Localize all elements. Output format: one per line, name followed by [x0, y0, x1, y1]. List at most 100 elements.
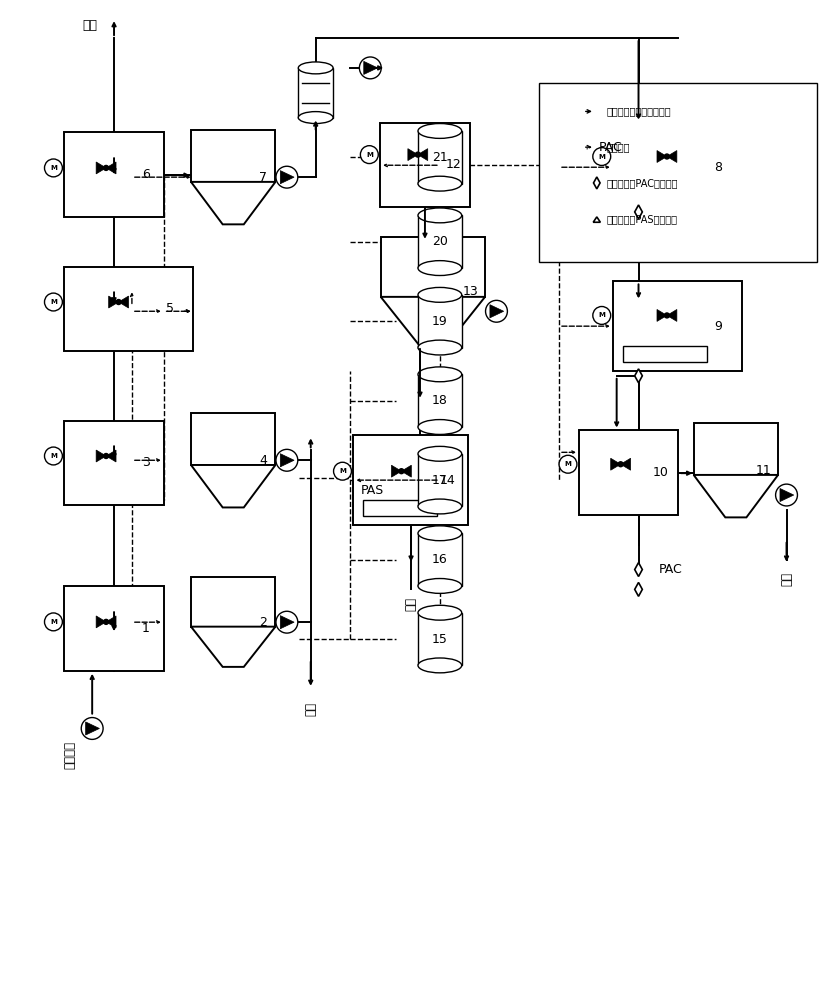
Bar [418, 533, 462, 586]
Text: 5: 5 [166, 302, 174, 315]
Polygon shape [594, 177, 600, 189]
Bar [381, 237, 485, 297]
Ellipse shape [299, 62, 333, 74]
Bar [418, 613, 462, 665]
Bar [694, 423, 778, 475]
Circle shape [618, 462, 623, 467]
Text: PAC: PAC [658, 563, 682, 576]
Polygon shape [106, 616, 116, 628]
Polygon shape [635, 582, 642, 596]
Text: 21: 21 [432, 151, 448, 164]
Polygon shape [667, 151, 677, 162]
Text: 13: 13 [463, 285, 479, 298]
Polygon shape [667, 309, 677, 321]
Ellipse shape [418, 605, 462, 620]
Polygon shape [106, 162, 116, 174]
Ellipse shape [418, 420, 462, 434]
Text: 10: 10 [652, 466, 668, 479]
Polygon shape [191, 627, 275, 667]
Polygon shape [657, 309, 667, 321]
Bar [64, 421, 163, 505]
Ellipse shape [418, 340, 462, 355]
Circle shape [399, 469, 404, 474]
Bar [354, 435, 468, 525]
Polygon shape [96, 450, 106, 462]
Text: 9: 9 [715, 320, 722, 333]
Ellipse shape [418, 499, 462, 514]
Circle shape [103, 619, 108, 624]
Polygon shape [96, 616, 106, 628]
Bar [418, 215, 462, 268]
Bar [191, 413, 275, 465]
Text: 资源化制备PAS模块管路: 资源化制备PAS模块管路 [606, 214, 678, 224]
Polygon shape [191, 465, 275, 507]
Bar [380, 123, 470, 207]
Text: 外运: 外运 [780, 572, 793, 586]
Ellipse shape [418, 124, 462, 138]
Circle shape [485, 300, 507, 322]
Circle shape [44, 159, 63, 177]
Text: 3: 3 [142, 456, 150, 469]
Text: 1: 1 [142, 622, 150, 635]
Circle shape [81, 718, 103, 739]
Bar [623, 187, 707, 203]
Circle shape [103, 165, 108, 170]
Bar [64, 267, 193, 351]
Text: M: M [339, 468, 346, 474]
Circle shape [415, 152, 420, 157]
Text: 7: 7 [259, 171, 267, 184]
Polygon shape [106, 450, 116, 462]
Bar [418, 131, 462, 184]
Text: M: M [565, 461, 571, 467]
Circle shape [593, 306, 610, 324]
Ellipse shape [418, 579, 462, 593]
Polygon shape [635, 205, 642, 219]
Text: 8: 8 [715, 161, 722, 174]
Ellipse shape [418, 208, 462, 223]
Text: 外运: 外运 [404, 597, 418, 611]
Polygon shape [401, 465, 411, 477]
Text: 16: 16 [432, 553, 448, 566]
Text: M: M [366, 152, 373, 158]
Text: 6: 6 [142, 168, 150, 181]
Polygon shape [86, 722, 99, 735]
Ellipse shape [418, 367, 462, 382]
Polygon shape [96, 162, 106, 174]
Polygon shape [118, 296, 128, 308]
Text: 19: 19 [432, 315, 448, 328]
Text: 20: 20 [432, 235, 448, 248]
Circle shape [559, 455, 577, 473]
Bar [64, 132, 163, 217]
Bar [64, 586, 163, 671]
Text: 出水: 出水 [83, 19, 98, 32]
Circle shape [360, 146, 379, 164]
Bar [623, 346, 707, 362]
Polygon shape [280, 454, 294, 467]
Polygon shape [780, 488, 794, 502]
Ellipse shape [418, 261, 462, 276]
Text: 15: 15 [432, 633, 448, 646]
Ellipse shape [418, 526, 462, 541]
Text: 高盐废水: 高盐废水 [64, 741, 77, 769]
Ellipse shape [299, 112, 333, 124]
Text: M: M [50, 299, 57, 305]
Polygon shape [391, 465, 401, 477]
Circle shape [103, 454, 108, 458]
Polygon shape [418, 149, 428, 161]
Polygon shape [657, 151, 667, 162]
Text: 高盐废水零排放模块管路: 高盐废水零排放模块管路 [606, 106, 671, 116]
Bar [613, 281, 741, 371]
Bar [539, 83, 817, 262]
Text: M: M [50, 165, 57, 171]
Circle shape [776, 484, 797, 506]
Text: 加药管路: 加药管路 [606, 142, 631, 152]
Bar [418, 295, 462, 348]
Text: 18: 18 [432, 394, 448, 407]
Bar [418, 374, 462, 427]
Text: 12: 12 [445, 158, 461, 171]
Text: PAS: PAS [360, 484, 384, 497]
Ellipse shape [418, 176, 462, 191]
Polygon shape [191, 182, 275, 224]
Polygon shape [635, 369, 642, 383]
Bar [613, 123, 741, 212]
